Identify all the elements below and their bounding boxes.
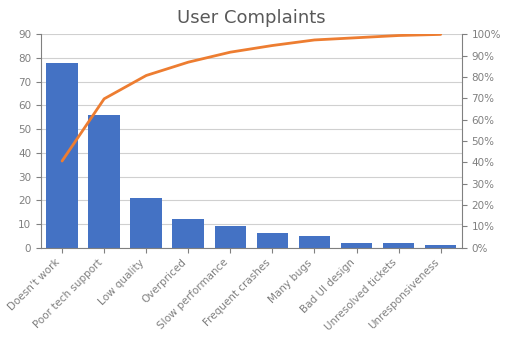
Bar bbox=[383, 243, 415, 248]
Bar bbox=[214, 226, 246, 248]
Bar bbox=[425, 245, 457, 248]
Title: User Complaints: User Complaints bbox=[177, 9, 326, 27]
Bar bbox=[88, 115, 120, 248]
Bar bbox=[130, 198, 162, 248]
Bar bbox=[341, 243, 372, 248]
Bar bbox=[256, 234, 288, 248]
Bar bbox=[46, 63, 78, 248]
Bar bbox=[172, 219, 204, 248]
Bar bbox=[299, 236, 330, 248]
